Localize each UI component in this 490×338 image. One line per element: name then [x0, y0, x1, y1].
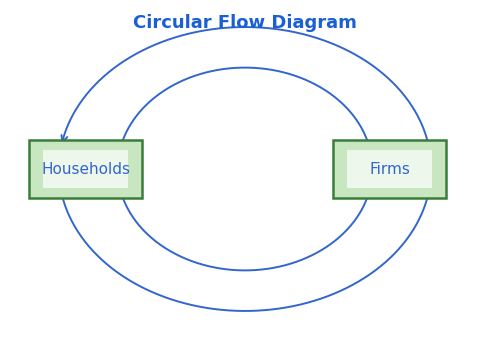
FancyBboxPatch shape: [44, 150, 128, 188]
Text: Firms: Firms: [369, 162, 410, 176]
FancyBboxPatch shape: [29, 140, 142, 198]
Text: Circular Flow Diagram: Circular Flow Diagram: [133, 14, 357, 31]
FancyBboxPatch shape: [333, 140, 446, 198]
FancyBboxPatch shape: [347, 150, 432, 188]
Text: Households: Households: [41, 162, 130, 176]
